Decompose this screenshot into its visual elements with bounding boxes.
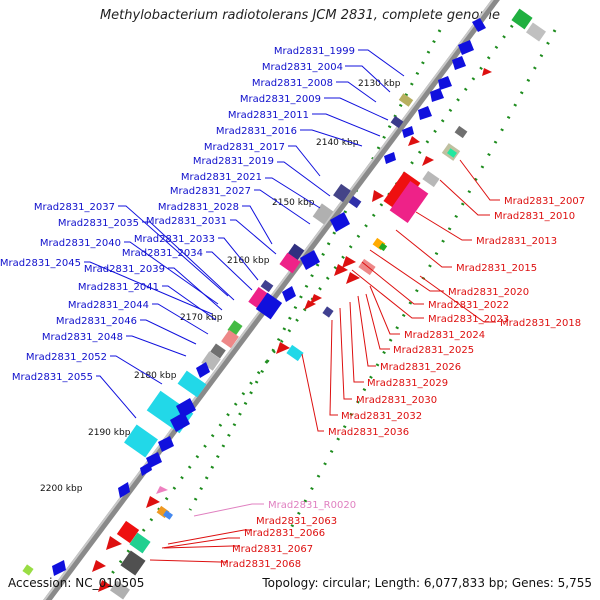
gene-label: Mrad2831_2011 [228,110,309,121]
forward-strand-features [22,18,486,576]
gene-label: Mrad2831_2013 [476,236,557,247]
gene-label-rna: Mrad2831_R0020 [268,500,356,511]
gene-label: Mrad2831_2004 [262,62,343,73]
accession-text: Accession: NC_010505 [8,576,145,590]
gene-label: Mrad2831_2046 [56,316,137,327]
gene-label: Mrad2831_2036 [328,427,409,438]
gene-label: Mrad2831_2068 [220,559,301,570]
gene-label: Mrad2831_2048 [42,332,123,343]
gene-label: Mrad2831_2020 [448,287,529,298]
gene-label: Mrad2831_2007 [504,196,585,207]
gene-label: Mrad2831_2025 [393,345,474,356]
gene-label: Mrad2831_2034 [122,248,203,259]
gc-content-track [98,14,557,591]
rna-leader-lines [193,503,264,517]
tick-label: 2170 kbp [180,313,223,323]
tick-label: 2160 kbp [227,256,270,266]
topology-text: Topology: circular; Length: 6,077,833 bp… [262,576,592,590]
gene-label: Mrad2831_2037 [34,202,115,213]
gene-label: Mrad2831_2032 [341,411,422,422]
gene-label: Mrad2831_2008 [252,78,333,89]
tick-label: 2200 kbp [40,484,83,494]
forward-gene-labels: Mrad2831_1999 Mrad2831_2004 Mrad2831_200… [0,46,355,383]
gene-label: Mrad2831_2030 [356,395,437,406]
reverse-gene-labels: Mrad2831_2007 Mrad2831_2010 Mrad2831_201… [328,196,585,438]
gene-label: Mrad2831_2040 [40,238,121,249]
gene-label: Mrad2831_2026 [380,362,461,373]
gene-label: Mrad2831_2041 [78,282,159,293]
gene-label: Mrad2831_2015 [456,263,537,274]
gene-label: Mrad2831_2067 [232,544,313,555]
map-title: Methylobacterium radiotolerans JCM 2831,… [99,8,501,23]
gene-label: Mrad2831_2044 [68,300,149,311]
gene-label: Mrad2831_2019 [193,156,274,167]
tick-label: 2150 kbp [272,198,315,208]
gene-label: Mrad2831_2063 [256,516,337,527]
tick-label: 2140 kbp [316,138,359,148]
gene-label: Mrad2831_2010 [494,211,575,222]
gene-label: Mrad2831_2045 [0,258,81,269]
gene-label: Mrad2831_2055 [12,372,93,383]
gene-label: Mrad2831_2028 [158,202,239,213]
gene-label: Mrad2831_2016 [216,126,297,137]
gene-label: Mrad2831_2009 [240,94,321,105]
forward-leader-lines [84,49,405,419]
gene-label: Mrad2831_2017 [204,142,285,153]
gene-label: Mrad2831_2022 [428,300,509,311]
tick-label: 2190 kbp [88,428,131,438]
bottom-gene-labels: Mrad2831_R0020 Mrad2831_2063 Mrad2831_20… [220,500,356,570]
gene-label: Mrad2831_2052 [26,352,107,363]
gene-label: Mrad2831_2039 [84,264,165,275]
gene-label: Mrad2831_2033 [134,234,215,245]
tick-label: 2130 kbp [358,79,401,89]
tick-label: 2180 kbp [134,371,177,381]
gene-label: Mrad2831_2031 [146,216,227,227]
gene-label: Mrad2831_2066 [244,528,325,539]
gene-label: Mrad2831_2018 [500,318,581,329]
gene-label: Mrad2831_2027 [170,186,251,197]
gene-label: Mrad2831_1999 [274,46,355,57]
tick-labels: 2130 kbp 2140 kbp 2150 kbp 2160 kbp 2170… [40,79,401,494]
reverse-strand-features [92,8,546,600]
gene-label: Mrad2831_2035 [58,218,139,229]
gene-label: Mrad2831_2021 [181,172,262,183]
gene-label: Mrad2831_2023 [428,314,509,325]
reverse-leader-lines [149,159,500,563]
gene-label: Mrad2831_2024 [404,330,485,341]
gene-label: Mrad2831_2029 [367,378,448,389]
